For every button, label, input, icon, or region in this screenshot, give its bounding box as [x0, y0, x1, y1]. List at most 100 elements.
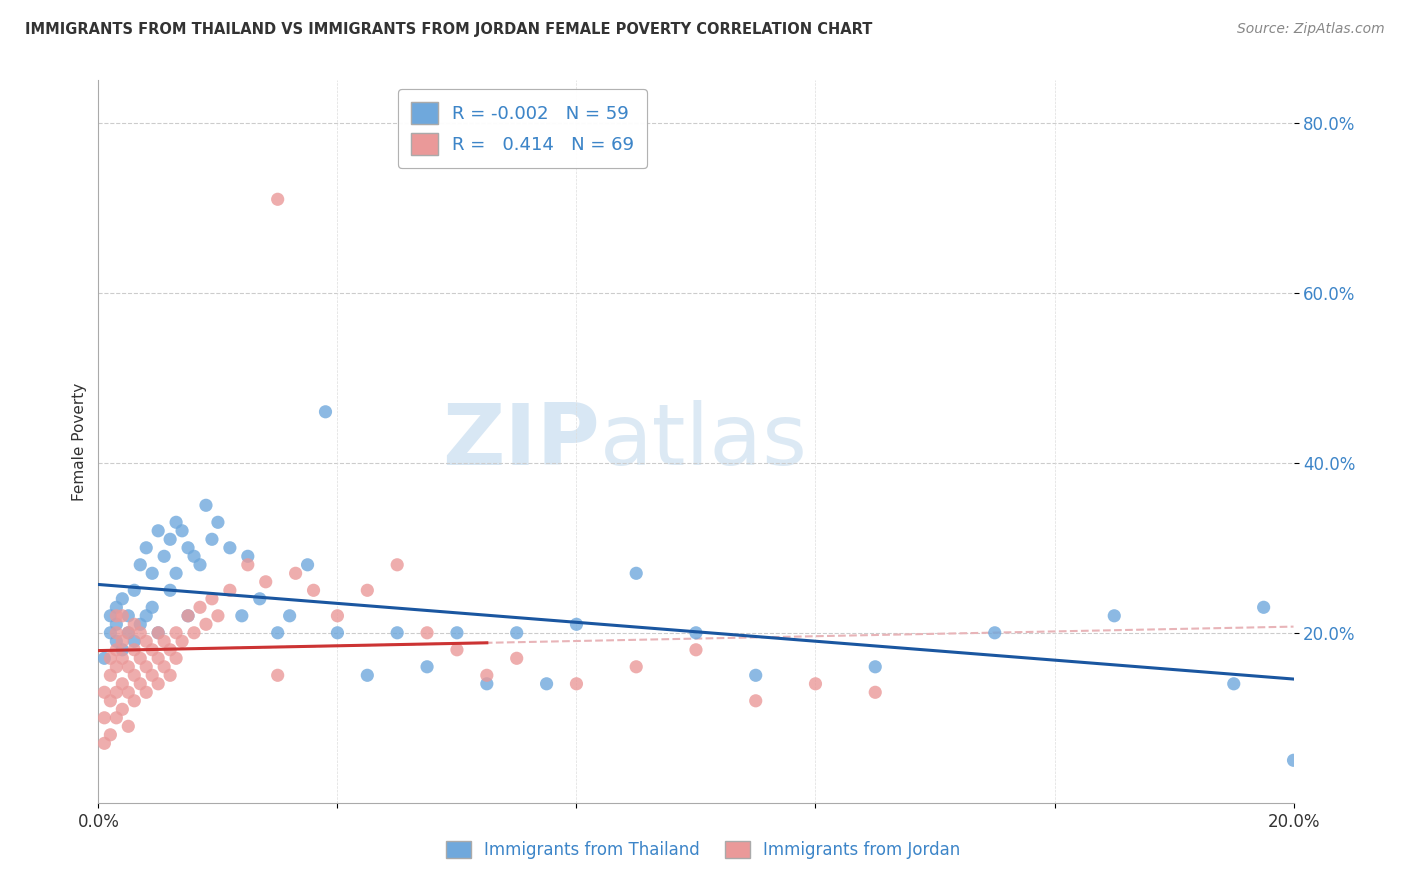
Point — [165, 566, 187, 581]
Point — [135, 541, 157, 555]
Point — [267, 668, 290, 682]
Point — [267, 192, 290, 206]
Point — [177, 608, 200, 623]
Point — [183, 625, 205, 640]
Point — [254, 574, 277, 589]
Point — [148, 524, 170, 538]
Point — [105, 642, 128, 657]
Point — [326, 625, 349, 640]
Point — [135, 608, 157, 623]
Point — [188, 558, 211, 572]
Point — [148, 651, 170, 665]
Point — [105, 600, 128, 615]
Point — [141, 600, 163, 615]
Point — [117, 719, 139, 733]
Point — [93, 736, 115, 750]
Point — [984, 625, 1007, 640]
Point — [105, 625, 128, 640]
Point — [148, 625, 170, 640]
Point — [626, 566, 648, 581]
Point — [159, 583, 181, 598]
Point — [1104, 608, 1126, 623]
Point — [129, 558, 152, 572]
Point — [236, 558, 259, 572]
Point — [165, 625, 187, 640]
Point — [98, 651, 122, 665]
Point — [93, 685, 115, 699]
Text: IMMIGRANTS FROM THAILAND VS IMMIGRANTS FROM JORDAN FEMALE POVERTY CORRELATION CH: IMMIGRANTS FROM THAILAND VS IMMIGRANTS F… — [25, 22, 873, 37]
Point — [172, 634, 194, 648]
Point — [219, 541, 242, 555]
Point — [865, 685, 887, 699]
Point — [565, 677, 588, 691]
Point — [148, 677, 170, 691]
Point — [1282, 753, 1305, 767]
Point — [93, 711, 115, 725]
Legend: Immigrants from Thailand, Immigrants from Jordan: Immigrants from Thailand, Immigrants fro… — [439, 834, 967, 866]
Point — [153, 634, 176, 648]
Text: ZIP: ZIP — [443, 400, 600, 483]
Point — [98, 694, 122, 708]
Point — [745, 668, 768, 682]
Point — [141, 668, 163, 682]
Point — [105, 685, 128, 699]
Point — [416, 625, 439, 640]
Point — [105, 660, 128, 674]
Point — [249, 591, 271, 606]
Point — [446, 625, 468, 640]
Point — [536, 677, 558, 691]
Point — [165, 516, 187, 530]
Point — [124, 583, 146, 598]
Point — [117, 625, 139, 640]
Point — [865, 660, 887, 674]
Point — [172, 524, 194, 538]
Y-axis label: Female Poverty: Female Poverty — [72, 383, 87, 500]
Point — [124, 642, 146, 657]
Point — [201, 533, 224, 547]
Point — [188, 600, 211, 615]
Point — [626, 660, 648, 674]
Point — [129, 625, 152, 640]
Point — [153, 549, 176, 564]
Point — [446, 642, 468, 657]
Point — [141, 642, 163, 657]
Point — [98, 728, 122, 742]
Point — [745, 694, 768, 708]
Point — [105, 711, 128, 725]
Point — [302, 583, 325, 598]
Text: Source: ZipAtlas.com: Source: ZipAtlas.com — [1237, 22, 1385, 37]
Point — [105, 617, 128, 632]
Point — [135, 634, 157, 648]
Text: atlas: atlas — [600, 400, 808, 483]
Point — [135, 685, 157, 699]
Point — [124, 668, 146, 682]
Legend: R = -0.002   N = 59, R =   0.414   N = 69: R = -0.002 N = 59, R = 0.414 N = 69 — [398, 89, 647, 168]
Point — [124, 617, 146, 632]
Point — [506, 651, 529, 665]
Point — [201, 591, 224, 606]
Point — [195, 498, 218, 512]
Point — [105, 634, 128, 648]
Point — [356, 668, 378, 682]
Point — [326, 608, 349, 623]
Point — [129, 617, 152, 632]
Point — [236, 549, 259, 564]
Point — [117, 625, 139, 640]
Point — [685, 625, 707, 640]
Point — [385, 625, 409, 640]
Point — [177, 541, 200, 555]
Point — [141, 566, 163, 581]
Point — [207, 516, 229, 530]
Point — [475, 677, 498, 691]
Point — [98, 608, 122, 623]
Point — [315, 405, 337, 419]
Point — [195, 617, 218, 632]
Point — [117, 660, 139, 674]
Point — [93, 651, 115, 665]
Point — [1253, 600, 1275, 615]
Point — [148, 625, 170, 640]
Point — [565, 617, 588, 632]
Point — [177, 608, 200, 623]
Point — [685, 642, 707, 657]
Point — [231, 608, 253, 623]
